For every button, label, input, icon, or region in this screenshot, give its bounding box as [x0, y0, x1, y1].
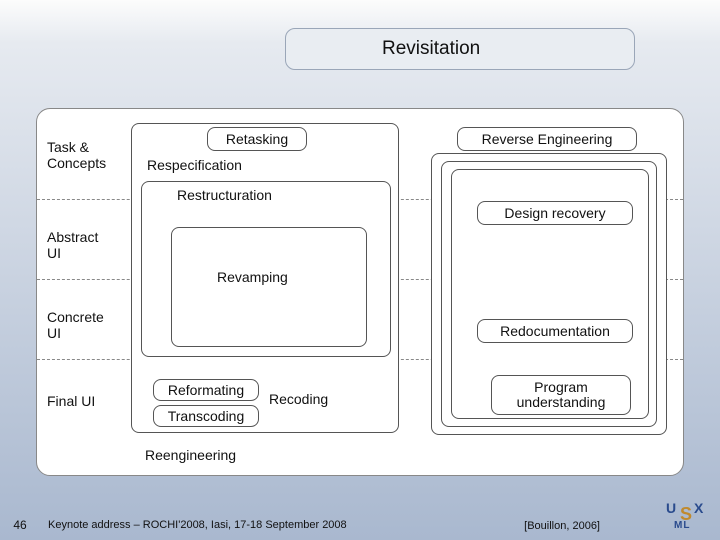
footer-bar: 46 Keynote address – ROCHI'2008, Iasi, 1… — [0, 510, 720, 540]
restructuration-label: Restructuration — [177, 187, 272, 203]
row-label-final: Final UI — [47, 393, 95, 409]
logo-letter: ML — [674, 520, 690, 531]
design-recovery-box: Design recovery — [477, 201, 633, 225]
recoding-label: Recoding — [269, 391, 328, 407]
diagram-canvas: Task &Concepts AbstractUI ConcreteUI Fin… — [36, 108, 684, 476]
slide-number: 46 — [0, 518, 40, 532]
transcoding-box: Transcoding — [153, 405, 259, 427]
usixml-logo: U S X ML — [666, 500, 712, 536]
footer-text: Keynote address – ROCHI'2008, Iasi, 17-1… — [48, 519, 347, 531]
program-understanding-box: Programunderstanding — [491, 375, 631, 415]
citation: [Bouillon, 2006] — [524, 520, 600, 532]
respecification-label: Respecification — [147, 157, 242, 173]
retasking-box: Retasking — [207, 127, 307, 151]
row-label-abstract: AbstractUI — [47, 229, 98, 261]
revamping-outer — [171, 227, 367, 347]
row-label-concrete: ConcreteUI — [47, 309, 104, 341]
reverse-engineering-box: Reverse Engineering — [457, 127, 637, 151]
logo-letter: U — [666, 500, 676, 516]
redocumentation-box: Redocumentation — [477, 319, 633, 343]
logo-letter: X — [694, 500, 703, 516]
revamping-label: Revamping — [217, 269, 288, 285]
reformating-box: Reformating — [153, 379, 259, 401]
row-label-task: Task &Concepts — [47, 139, 106, 171]
slide-title: Revisitation — [382, 38, 480, 60]
reengineering-label: Reengineering — [145, 447, 236, 463]
slide-title-box: Revisitation — [285, 28, 635, 70]
